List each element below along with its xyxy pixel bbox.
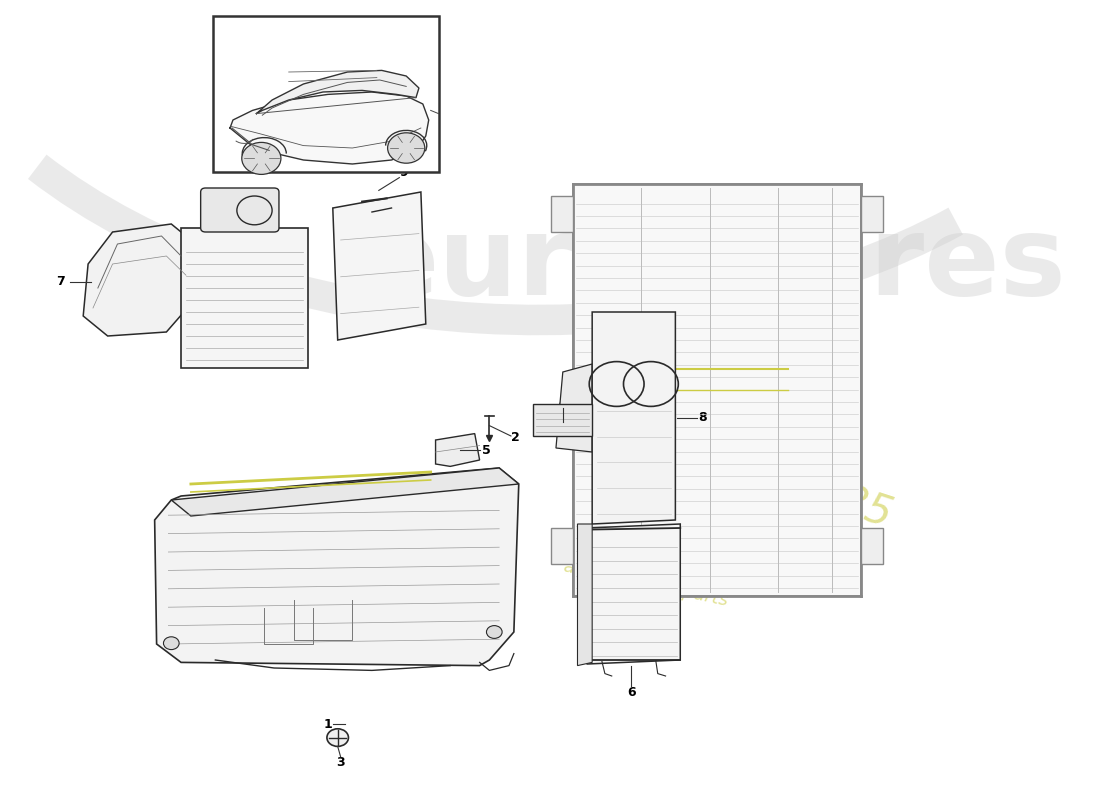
Text: eurospares: eurospares	[363, 210, 1066, 318]
Polygon shape	[556, 364, 592, 452]
Bar	[534, 404, 592, 436]
Polygon shape	[155, 468, 519, 666]
Bar	[551, 196, 573, 232]
Circle shape	[486, 626, 502, 638]
Bar	[182, 228, 308, 368]
Bar	[551, 528, 573, 564]
Polygon shape	[256, 70, 419, 114]
Text: since 1985: since 1985	[669, 425, 898, 535]
Polygon shape	[578, 524, 592, 666]
FancyBboxPatch shape	[200, 188, 279, 232]
Text: 8: 8	[698, 411, 707, 424]
Circle shape	[242, 142, 280, 174]
Polygon shape	[587, 524, 680, 664]
Bar	[213, 16, 439, 172]
Text: 4: 4	[559, 397, 568, 410]
Polygon shape	[436, 434, 480, 466]
Text: 9: 9	[399, 166, 408, 179]
Circle shape	[164, 637, 179, 650]
Text: a passion for parts: a passion for parts	[562, 558, 730, 610]
Text: 3: 3	[337, 756, 345, 769]
Polygon shape	[592, 312, 675, 524]
Polygon shape	[84, 224, 196, 336]
Polygon shape	[230, 92, 429, 164]
Text: 6: 6	[627, 686, 636, 699]
Text: 2: 2	[512, 431, 520, 444]
Text: 5: 5	[482, 444, 491, 457]
Circle shape	[387, 133, 425, 163]
Bar	[573, 184, 861, 596]
Bar	[861, 528, 883, 564]
Text: 7: 7	[56, 275, 65, 288]
Text: 1: 1	[324, 718, 333, 730]
Bar	[861, 196, 883, 232]
Polygon shape	[333, 192, 426, 340]
Polygon shape	[172, 468, 519, 516]
Circle shape	[327, 729, 349, 746]
